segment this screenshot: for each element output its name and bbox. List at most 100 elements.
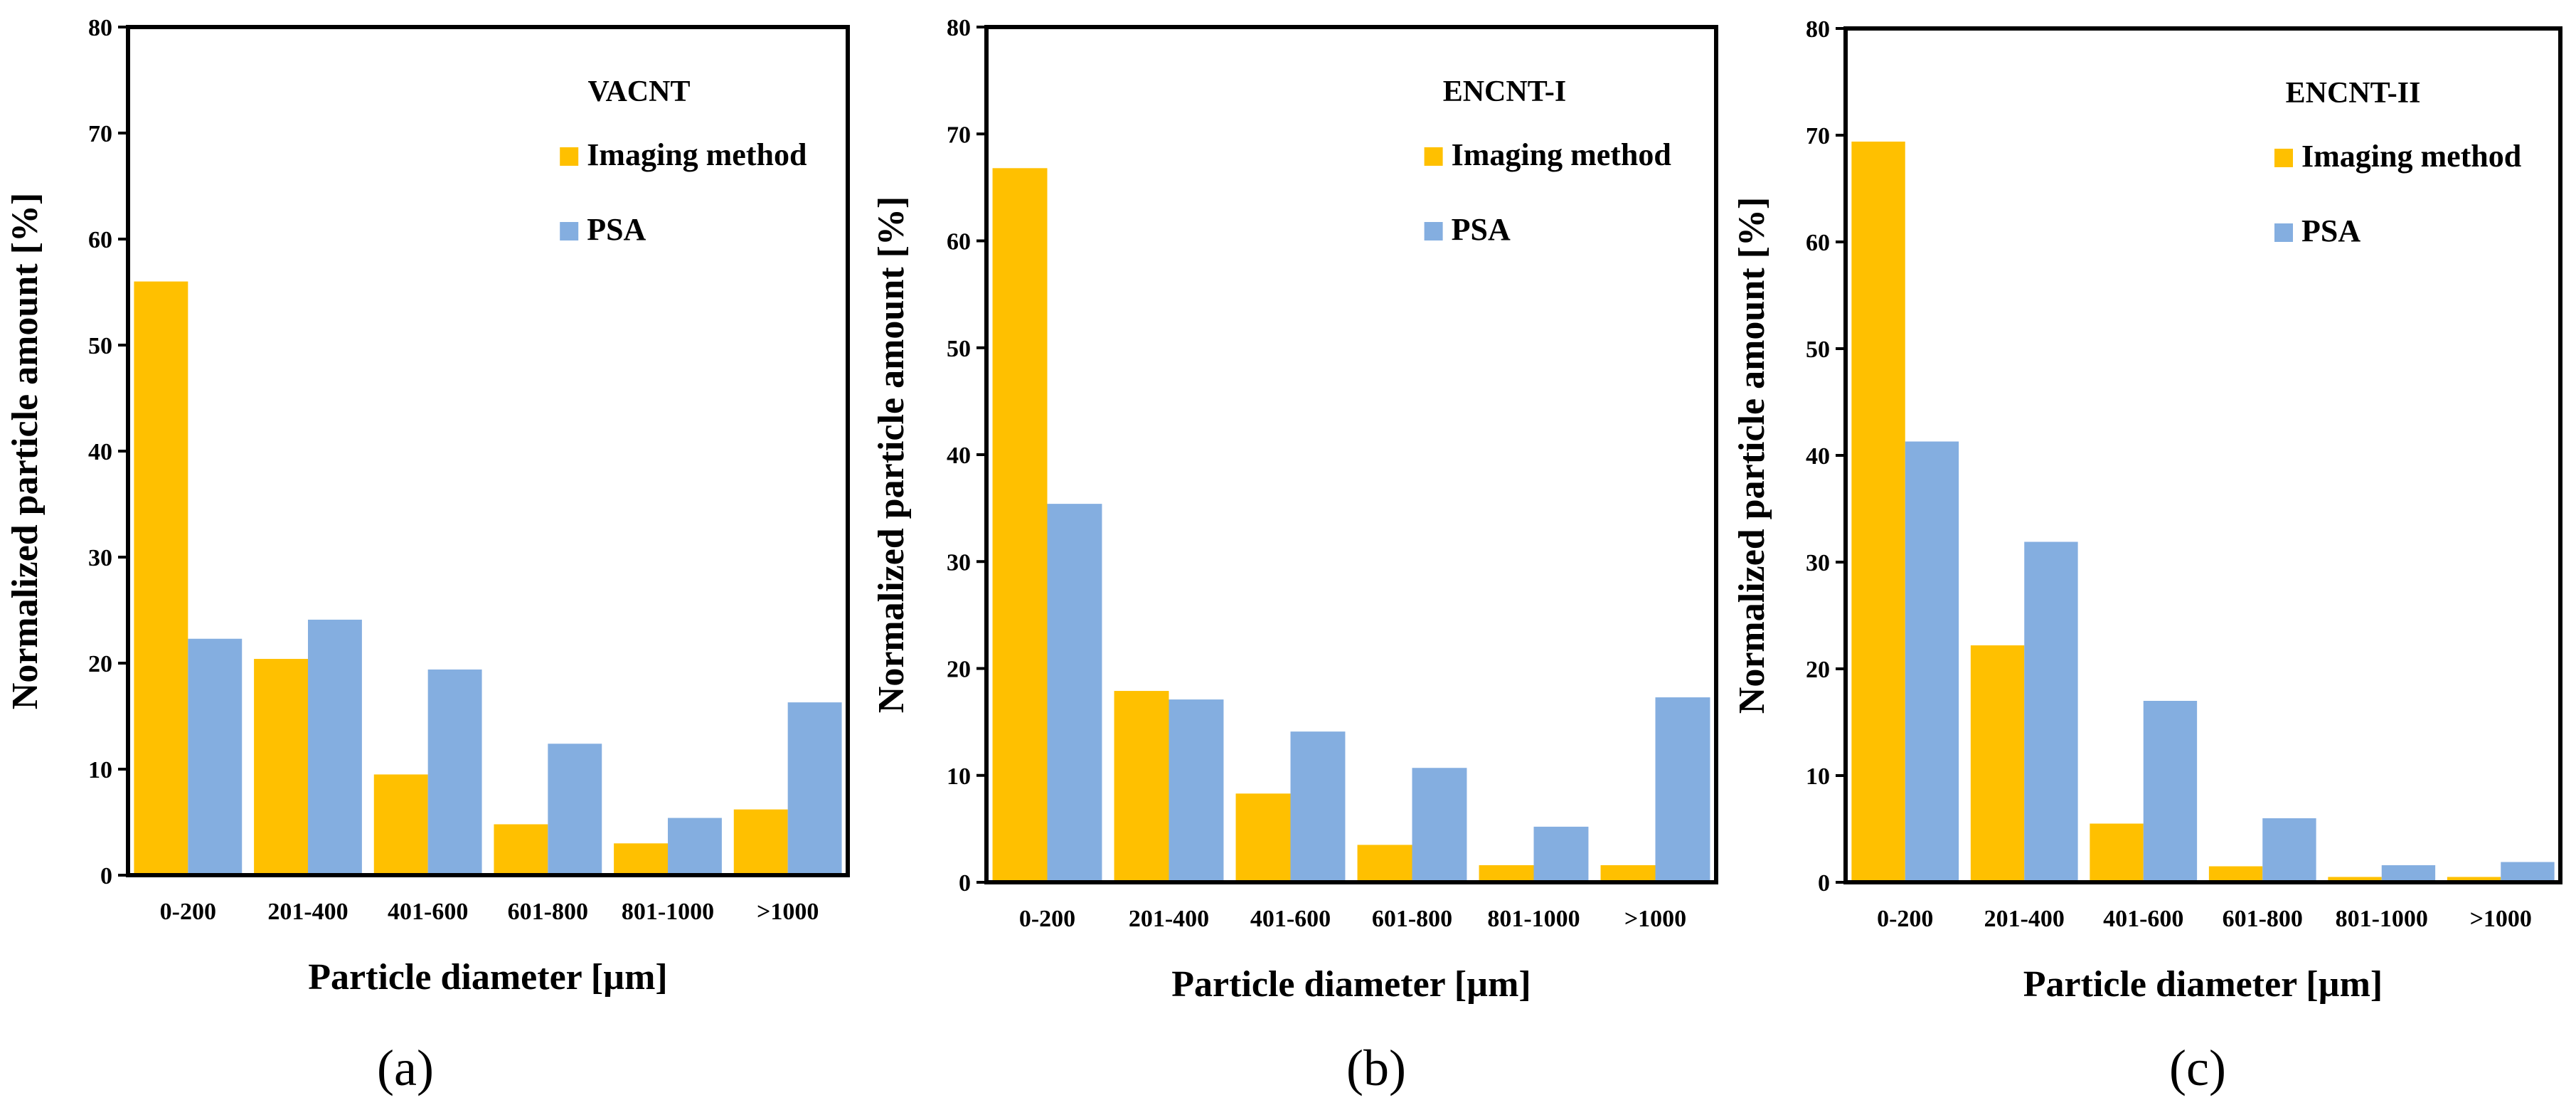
legend-label-psa: PSA bbox=[1452, 212, 1511, 247]
y-axis-label: Normalized particle amount [%] bbox=[871, 196, 912, 713]
bar-imaging-4 bbox=[2208, 866, 2263, 882]
legend-label-psa: PSA bbox=[2301, 213, 2361, 248]
chart-panel-3: 0 10 20 30 40 50 60 70 80 0-200 201-400 401-600 601-… bbox=[1732, 16, 2562, 1096]
bar-psa-4 bbox=[2262, 818, 2316, 882]
y-tick-label: 30 bbox=[947, 549, 971, 576]
bar-imaging-1 bbox=[1851, 142, 1905, 882]
legend-swatch-psa bbox=[2274, 223, 2293, 242]
bar-imaging-6 bbox=[2447, 877, 2501, 882]
bar-psa-3 bbox=[1290, 731, 1346, 882]
x-tick-label: 601-800 bbox=[2223, 906, 2303, 932]
y-tick-label: 10 bbox=[947, 763, 971, 790]
bar-psa-2 bbox=[2024, 541, 2078, 882]
x-tick-label: 801-1000 bbox=[1487, 906, 1580, 932]
y-tick-label: 20 bbox=[947, 657, 971, 683]
legend-label-imaging: Imaging method bbox=[587, 137, 807, 172]
bar-psa-6 bbox=[787, 702, 842, 875]
bar-imaging-5 bbox=[614, 843, 668, 875]
y-tick-label: 60 bbox=[88, 227, 112, 253]
y-tick-label: 70 bbox=[947, 122, 971, 148]
bar-imaging-5 bbox=[2328, 877, 2382, 882]
bar-psa-4 bbox=[1412, 768, 1467, 882]
x-tick-label: >1000 bbox=[757, 899, 819, 925]
y-tick-label: 10 bbox=[1806, 763, 1830, 790]
legend-swatch-imaging bbox=[560, 147, 579, 166]
y-tick-label: 80 bbox=[88, 15, 112, 41]
x-tick-label: 201-400 bbox=[1129, 906, 1209, 932]
x-tick-label: 601-800 bbox=[508, 899, 588, 925]
bar-psa-1 bbox=[1905, 441, 1959, 882]
y-tick-label: 60 bbox=[1806, 230, 1830, 256]
x-tick-label: 801-1000 bbox=[2336, 906, 2428, 932]
bar-imaging-4 bbox=[1357, 845, 1412, 882]
y-tick-label: 0 bbox=[959, 870, 971, 897]
bar-psa-1 bbox=[188, 638, 243, 875]
panel-label: (c) bbox=[2169, 1040, 2226, 1096]
legend-label-imaging: Imaging method bbox=[1452, 137, 1671, 172]
y-tick-label: 80 bbox=[947, 15, 971, 41]
y-tick-label: 30 bbox=[88, 545, 112, 571]
y-tick-label: 40 bbox=[947, 443, 971, 469]
y-tick-label: 0 bbox=[100, 863, 112, 889]
x-tick-label: >1000 bbox=[1624, 906, 1686, 932]
bar-psa-2 bbox=[308, 619, 362, 875]
bar-psa-2 bbox=[1169, 699, 1224, 882]
x-tick-label: 801-1000 bbox=[622, 899, 714, 925]
y-tick-label: 70 bbox=[1806, 123, 1830, 149]
y-tick-label: 60 bbox=[947, 229, 971, 255]
y-tick-label: 10 bbox=[88, 757, 112, 783]
bar-psa-6 bbox=[1655, 697, 1710, 882]
x-tick-label: 201-400 bbox=[1984, 906, 2065, 932]
bar-psa-4 bbox=[548, 744, 602, 875]
legend-label-psa: PSA bbox=[587, 212, 646, 247]
bar-imaging-4 bbox=[494, 824, 548, 875]
x-tick-label: 0-200 bbox=[1019, 906, 1075, 932]
chart-title: ENCNT-I bbox=[1443, 75, 1567, 108]
y-tick-label: 40 bbox=[88, 439, 112, 465]
bar-imaging-2 bbox=[254, 659, 308, 875]
y-tick-label: 70 bbox=[88, 121, 112, 147]
bar-imaging-1 bbox=[134, 281, 188, 876]
x-tick-label: 0-200 bbox=[1877, 906, 1933, 932]
x-axis-label: Particle diameter [µm] bbox=[1171, 964, 1531, 1005]
bar-imaging-6 bbox=[1600, 865, 1656, 882]
bar-psa-5 bbox=[1533, 826, 1589, 882]
bar-imaging-5 bbox=[1479, 865, 1534, 882]
legend-swatch-imaging bbox=[2274, 149, 2293, 167]
y-tick-label: 40 bbox=[1806, 443, 1830, 470]
bar-imaging-1 bbox=[992, 168, 1048, 882]
x-tick-label: 201-400 bbox=[267, 899, 348, 925]
panel-label: (a) bbox=[377, 1040, 434, 1096]
bar-imaging-2 bbox=[1970, 645, 2025, 882]
legend-label-imaging: Imaging method bbox=[2301, 139, 2521, 174]
bar-psa-3 bbox=[2143, 701, 2198, 882]
y-tick-label: 50 bbox=[88, 333, 112, 359]
legend-swatch-psa bbox=[1424, 222, 1443, 240]
x-tick-label: >1000 bbox=[2470, 906, 2532, 932]
chart-title: ENCNT-II bbox=[2286, 77, 2421, 110]
chart-title: VACNT bbox=[588, 75, 691, 108]
bar-psa-5 bbox=[2381, 865, 2436, 882]
y-tick-label: 50 bbox=[947, 336, 971, 362]
bar-psa-6 bbox=[2501, 862, 2555, 882]
x-tick-label: 0-200 bbox=[160, 899, 216, 925]
bar-imaging-3 bbox=[1235, 793, 1291, 882]
x-axis-label: Particle diameter [µm] bbox=[2023, 964, 2383, 1005]
y-axis-label: Normalized particle amount [%] bbox=[1732, 197, 1772, 714]
bar-psa-1 bbox=[1047, 504, 1102, 882]
y-tick-label: 80 bbox=[1806, 16, 1830, 43]
bar-imaging-3 bbox=[373, 774, 428, 875]
y-tick-label: 0 bbox=[1818, 870, 1830, 897]
y-tick-label: 50 bbox=[1806, 337, 1830, 363]
x-tick-label: 401-600 bbox=[388, 899, 468, 925]
x-tick-label: 601-800 bbox=[1372, 906, 1452, 932]
legend-swatch-psa bbox=[560, 222, 579, 240]
x-tick-label: 401-600 bbox=[2103, 906, 2183, 932]
bar-psa-3 bbox=[427, 669, 482, 875]
x-tick-label: 401-600 bbox=[1250, 906, 1331, 932]
bar-imaging-6 bbox=[733, 809, 788, 875]
bar-imaging-2 bbox=[1114, 691, 1169, 882]
y-tick-label: 30 bbox=[1806, 550, 1830, 576]
chart-panel-1: 0 10 20 30 40 50 60 70 80 0-200 201-400 401-600 601-… bbox=[5, 15, 850, 1096]
